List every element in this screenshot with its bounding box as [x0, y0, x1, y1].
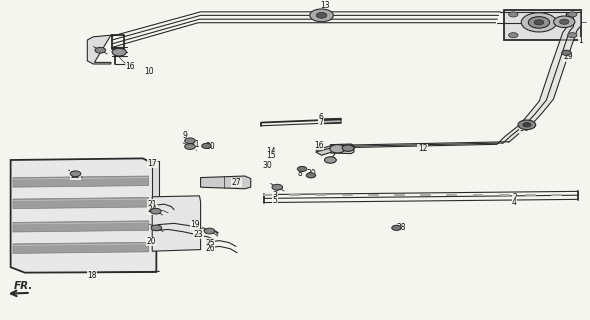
Text: 28: 28: [396, 223, 406, 232]
Polygon shape: [497, 11, 581, 144]
Circle shape: [568, 12, 577, 17]
Text: 19: 19: [190, 220, 199, 229]
Polygon shape: [316, 146, 335, 153]
Circle shape: [150, 208, 161, 214]
Circle shape: [310, 9, 333, 22]
Circle shape: [568, 33, 577, 38]
Text: 9: 9: [183, 132, 188, 140]
Circle shape: [185, 138, 195, 144]
Text: 15: 15: [267, 151, 276, 160]
Circle shape: [316, 12, 327, 18]
Circle shape: [330, 145, 345, 153]
Text: 6: 6: [319, 113, 323, 122]
Text: 7: 7: [319, 118, 323, 127]
Text: 16: 16: [314, 141, 324, 150]
Text: 2: 2: [512, 193, 517, 202]
Text: 23: 23: [194, 230, 203, 239]
Text: 17: 17: [148, 159, 157, 168]
Text: 1: 1: [578, 36, 583, 45]
Circle shape: [523, 123, 531, 127]
Circle shape: [297, 166, 307, 172]
Circle shape: [151, 225, 162, 231]
Text: 30: 30: [519, 124, 529, 133]
Text: 5: 5: [273, 196, 277, 205]
Polygon shape: [13, 176, 149, 187]
Circle shape: [562, 50, 571, 55]
Polygon shape: [504, 10, 581, 40]
Circle shape: [204, 228, 215, 234]
Text: 27: 27: [232, 178, 241, 187]
Text: 20: 20: [146, 237, 156, 246]
Polygon shape: [319, 118, 341, 124]
Text: 10: 10: [145, 68, 154, 76]
Polygon shape: [330, 144, 354, 154]
Circle shape: [70, 171, 81, 177]
Text: 30: 30: [205, 142, 215, 151]
Text: 22: 22: [71, 171, 80, 180]
Polygon shape: [316, 148, 335, 155]
Text: 26: 26: [205, 244, 215, 253]
Circle shape: [518, 120, 536, 130]
Text: 4: 4: [512, 198, 517, 207]
Text: 30: 30: [307, 169, 317, 178]
Text: FR.: FR.: [14, 281, 33, 291]
Polygon shape: [13, 197, 149, 209]
Circle shape: [324, 157, 336, 163]
Polygon shape: [13, 242, 149, 253]
Polygon shape: [152, 161, 159, 210]
Circle shape: [529, 17, 550, 28]
Circle shape: [559, 19, 569, 24]
Text: 3: 3: [273, 191, 277, 200]
Circle shape: [95, 47, 106, 53]
Polygon shape: [13, 221, 149, 232]
Circle shape: [392, 225, 401, 230]
Polygon shape: [152, 196, 201, 251]
Text: 29: 29: [563, 52, 573, 61]
Circle shape: [509, 33, 518, 38]
Text: 30: 30: [263, 161, 273, 170]
Circle shape: [112, 48, 126, 56]
Circle shape: [522, 13, 557, 32]
Polygon shape: [87, 35, 111, 64]
Text: 21: 21: [148, 200, 157, 209]
Text: 11: 11: [191, 140, 200, 149]
Circle shape: [553, 16, 575, 28]
Text: 8: 8: [298, 169, 303, 178]
Circle shape: [185, 144, 195, 149]
Circle shape: [342, 145, 354, 151]
Circle shape: [202, 143, 211, 148]
Circle shape: [509, 12, 518, 17]
Text: 24: 24: [148, 205, 157, 214]
Text: 12: 12: [418, 144, 427, 153]
Text: 18: 18: [87, 271, 97, 280]
Text: 13: 13: [320, 1, 329, 10]
Circle shape: [535, 20, 544, 25]
Circle shape: [306, 173, 316, 178]
Text: 14: 14: [267, 147, 276, 156]
Text: 25: 25: [205, 239, 215, 248]
Polygon shape: [201, 176, 251, 189]
Text: 16: 16: [126, 62, 135, 71]
Circle shape: [272, 184, 283, 190]
Polygon shape: [11, 158, 156, 273]
